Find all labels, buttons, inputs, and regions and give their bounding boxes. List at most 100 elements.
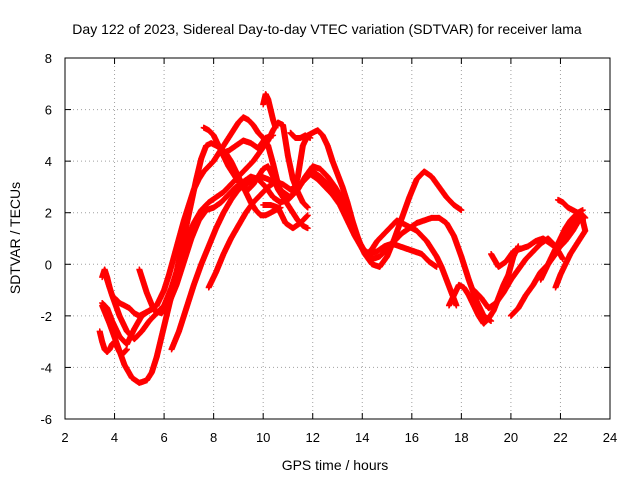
data-point-trail (530, 269, 544, 288)
data-point-trail (188, 218, 202, 241)
data-point-trail (496, 259, 509, 270)
data-point-trail (225, 127, 237, 141)
data-point-trail (525, 238, 539, 249)
data-point-trail (198, 243, 212, 267)
data-point-trail (109, 318, 123, 339)
data-point-trail (485, 308, 497, 321)
data-point-trail (384, 238, 397, 252)
data-point-trail (226, 184, 239, 198)
data-point-trail (290, 210, 301, 223)
data-point-trail (275, 205, 289, 226)
data-point (270, 132, 277, 139)
data-point-trail (523, 282, 536, 298)
series-track-9 (260, 91, 279, 131)
data-point-trail (220, 135, 232, 149)
data-point-trail (191, 261, 205, 288)
data-point (272, 124, 279, 131)
data-point-trail (377, 254, 390, 270)
data-point-trail (226, 143, 239, 154)
data-point-trail (196, 207, 209, 223)
data-point-trail (211, 199, 224, 211)
data-point-trail (444, 194, 457, 208)
data-point-trail (458, 254, 472, 283)
series-track-11 (260, 201, 311, 232)
data-point-trail (493, 290, 507, 306)
data-point-trail (332, 192, 346, 210)
data-point-trail (166, 282, 180, 306)
data-point-trail (116, 313, 130, 334)
x-tick-label: 20 (504, 430, 518, 445)
data-point-trail (221, 181, 234, 195)
data-point-trail (461, 285, 472, 298)
chart-title: Day 122 of 2023, Sidereal Day-to-day VTE… (72, 21, 582, 37)
data-point-trail (173, 259, 187, 288)
data-point-trail (213, 251, 227, 275)
data-point-trail (168, 261, 182, 290)
data-point-trail (250, 192, 264, 205)
data-point-trail (285, 153, 296, 182)
data-point-trail (436, 215, 449, 226)
data-point-trail (429, 174, 442, 190)
data-point-trail (250, 148, 264, 164)
data-point-trail (144, 370, 155, 383)
data-point-trail (369, 238, 380, 252)
series-track-16 (537, 209, 589, 283)
series-track-20 (99, 266, 113, 291)
data-point-trail (451, 233, 465, 259)
data-point-trail (429, 246, 440, 259)
data-point-trail (315, 176, 328, 190)
data-point-trail (325, 181, 338, 198)
data-point-trail (131, 328, 145, 342)
x-tick-label: 6 (160, 430, 167, 445)
data-point-trail (255, 166, 266, 180)
series-track-7 (200, 124, 460, 309)
data-point-trail (191, 207, 204, 226)
data-point-trail (211, 151, 222, 164)
data-point-trail (406, 176, 420, 200)
data-point-trail (220, 236, 234, 257)
y-tick-label: 4 (45, 154, 52, 169)
data-point-trail (183, 282, 197, 311)
data-point (123, 346, 130, 353)
data-point-trail (290, 220, 303, 231)
y-tick-label: -4 (40, 360, 52, 375)
data-point-trail (161, 285, 175, 308)
data-point-trail (399, 194, 413, 221)
data-point-trail (391, 230, 405, 244)
x-tick-label: 12 (305, 430, 319, 445)
data-point-trail (188, 176, 200, 205)
data-point-trail (567, 243, 578, 257)
data-point-trail (426, 259, 439, 270)
data-point-trail (285, 202, 296, 216)
data-point-trail (325, 174, 338, 190)
series-track-17 (552, 196, 589, 291)
y-axis-label: SDTVAR / TECUs (7, 182, 23, 294)
data-point-trail (176, 238, 190, 267)
data-point-trail (294, 143, 306, 179)
data-point (304, 204, 311, 211)
y-tick-label: 8 (45, 51, 52, 66)
data-point (151, 305, 158, 312)
data-point-trail (419, 251, 432, 265)
x-tick-label: 22 (553, 430, 567, 445)
data-point-trail (136, 267, 150, 295)
data-point-trail (159, 300, 172, 316)
data-point-trail (317, 174, 331, 187)
data-point-trail (198, 199, 212, 213)
data-point-trail (206, 194, 219, 205)
x-tick-label: 10 (256, 430, 270, 445)
data-point (304, 212, 311, 219)
data-point-trail (158, 313, 170, 339)
data-point-trail (255, 135, 269, 151)
data-point-trail (220, 197, 234, 216)
y-tick-label: 2 (45, 206, 52, 221)
data-point-trail (295, 176, 308, 190)
data-point-trail (205, 225, 219, 249)
data-point-trail (243, 199, 256, 216)
x-tick-label: 2 (61, 430, 68, 445)
y-tick-label: 6 (45, 103, 52, 118)
data-point-trail (213, 189, 226, 200)
data-point-trail (377, 246, 390, 260)
